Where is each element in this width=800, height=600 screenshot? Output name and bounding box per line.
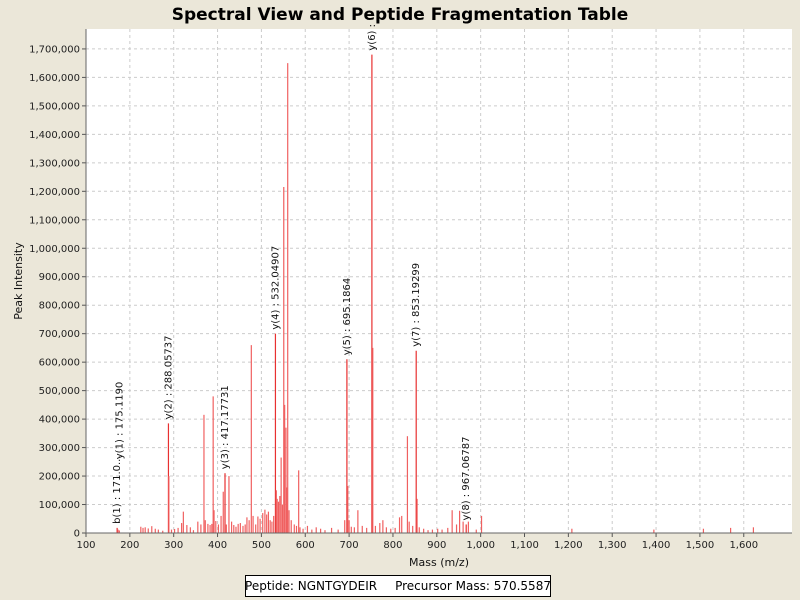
- peak-annotations: b(1) : 171.0...y(1) : 175.1190 y(2) : 288…: [112, 24, 472, 524]
- x-tick-label: 1,500: [686, 540, 715, 551]
- y-tick-label: 800,000: [39, 301, 80, 312]
- y-tick-label: 1,300,000: [29, 158, 80, 169]
- y-tick-label: 1,200,000: [29, 187, 80, 198]
- x-tick-label: 800: [383, 540, 402, 551]
- y-tick-label: 1,400,000: [29, 130, 80, 141]
- peak-annotation: y(2) : 288.05737: [163, 335, 174, 419]
- y-tick-label: 700,000: [39, 329, 80, 340]
- y-axis-label: Peak Intensity: [12, 242, 25, 320]
- y-tick-label: 1,000,000: [29, 244, 80, 255]
- y-tick-label: 900,000: [39, 272, 80, 283]
- x-tick-label: 1,200: [554, 540, 583, 551]
- x-tick-label: 1,400: [642, 540, 671, 551]
- peak-annotation: y(5) : 695.1864: [342, 278, 353, 356]
- grid: [85, 29, 792, 534]
- peptide-info-box: Peptide: NGNTGYDEIR Precursor Mass: 570.…: [245, 575, 551, 597]
- y-tick-label: 600,000: [39, 358, 80, 369]
- x-tick-label: 1,000: [466, 540, 495, 551]
- peptide-label: Peptide: NGNTGYDEIR: [245, 579, 378, 593]
- peak-annotation: y(4) : 532.04907: [270, 246, 281, 330]
- x-tick-label: 100: [76, 540, 95, 551]
- y-tick-label: 1,100,000: [29, 215, 80, 226]
- y-tick-label: 1,600,000: [29, 73, 80, 84]
- y-tick-label: 0: [74, 529, 80, 540]
- peak-annotation: y(6) :: [367, 24, 378, 51]
- x-tick-label: 500: [252, 540, 271, 551]
- x-tick-label: 1,600: [729, 540, 758, 551]
- precursor-mass-label: Precursor Mass: 570.5587: [395, 579, 551, 593]
- x-tick-label: 600: [296, 540, 315, 551]
- y-tick-label: 200,000: [39, 472, 80, 483]
- peak-annotation: y(7) : 853.19299: [411, 263, 422, 347]
- y-tick-label: 1,500,000: [29, 101, 80, 112]
- y-tick-label: 1,700,000: [29, 44, 80, 55]
- peak-annotation: y(1) : 175.1190: [114, 382, 125, 460]
- axes: 100 200 300 400 500 600 700 800 900 1,000 1,100 1,2…: [29, 29, 792, 551]
- peaks: [116, 54, 755, 533]
- x-tick-label: 1,300: [598, 540, 627, 551]
- x-tick-label: 900: [427, 540, 446, 551]
- x-tick-label: 400: [208, 540, 227, 551]
- y-tick-label: 500,000: [39, 386, 80, 397]
- plot-background: [86, 29, 792, 533]
- chart-title: Spectral View and Peptide Fragmentation …: [172, 5, 629, 25]
- x-tick-label: 200: [120, 540, 139, 551]
- y-tick-label: 300,000: [39, 443, 80, 454]
- peak-annotation: y(3) : 417.17731: [220, 385, 231, 469]
- x-axis-label: Mass (m/z): [409, 556, 469, 569]
- y-tick-label: 100,000: [39, 500, 80, 511]
- x-tick-label: 300: [164, 540, 183, 551]
- peak-annotation: b(1) : 171.0...: [112, 455, 123, 523]
- x-tick-label: 700: [340, 540, 359, 551]
- x-tick-label: 1,100: [510, 540, 539, 551]
- peak-annotation: y(8) : 967.06787: [461, 437, 472, 521]
- y-tick-label: 400,000: [39, 415, 80, 426]
